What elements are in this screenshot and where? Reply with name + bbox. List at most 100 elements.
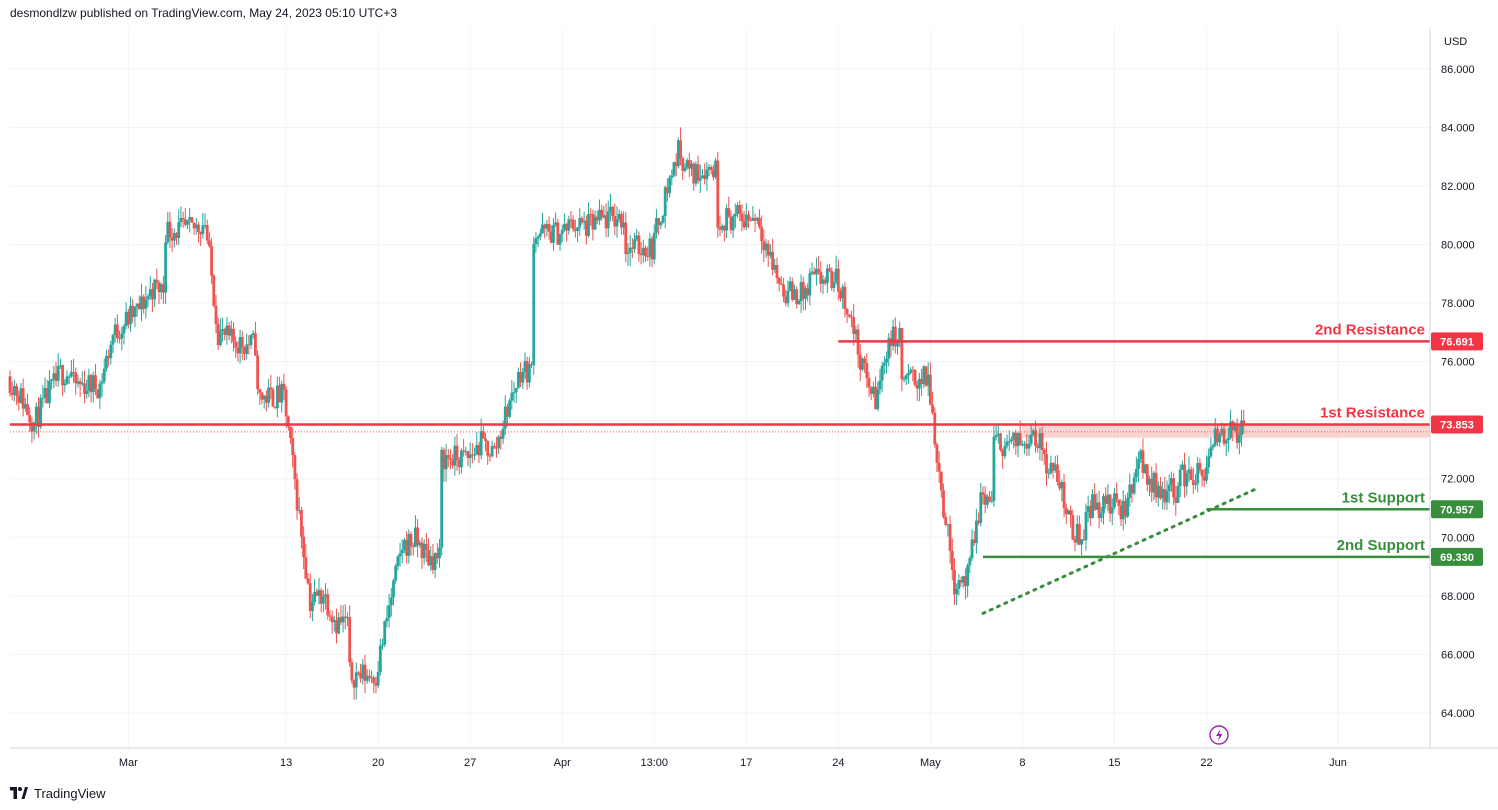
candle-body bbox=[519, 371, 522, 383]
candle-body bbox=[416, 527, 419, 546]
candle-body bbox=[968, 558, 972, 566]
candle-body bbox=[1031, 430, 1035, 435]
candle-body bbox=[907, 373, 910, 376]
candle-body bbox=[118, 337, 121, 339]
candle-body bbox=[714, 160, 718, 178]
candle-body bbox=[742, 221, 746, 228]
candle-body bbox=[378, 645, 382, 672]
time-axis[interactable]: Mar 13 20 27 Apr 13:00 17 24 May 8 15 22 Jun bbox=[119, 757, 1347, 769]
candle-body bbox=[383, 621, 387, 645]
candle-body bbox=[852, 317, 856, 335]
candle-body bbox=[964, 576, 967, 587]
candle-body bbox=[361, 664, 365, 679]
candle-body bbox=[45, 388, 49, 404]
candle-body bbox=[481, 431, 485, 439]
price-tick-label: 84.000 bbox=[1441, 123, 1475, 135]
candle-body bbox=[251, 333, 255, 335]
candle-body bbox=[1003, 445, 1007, 457]
candle-body bbox=[1242, 420, 1246, 424]
candle-body bbox=[155, 279, 159, 283]
candle-body bbox=[28, 415, 32, 423]
candle-body bbox=[690, 163, 693, 169]
time-tick-label: 17 bbox=[740, 757, 752, 769]
candle-body bbox=[424, 543, 428, 551]
candle-body bbox=[37, 406, 40, 428]
candle-body bbox=[78, 381, 82, 385]
candle-body bbox=[944, 516, 948, 525]
candle-body bbox=[449, 458, 452, 460]
candle-body bbox=[538, 233, 542, 237]
candle-body bbox=[350, 662, 354, 681]
candle-body bbox=[758, 217, 761, 227]
candle-body bbox=[313, 591, 316, 603]
candle-body bbox=[1099, 513, 1103, 519]
candle-body bbox=[766, 243, 770, 256]
candle-body bbox=[996, 433, 1000, 435]
candle-body bbox=[657, 218, 661, 226]
candle-body bbox=[50, 379, 54, 381]
candle-body bbox=[260, 392, 264, 400]
candle-body bbox=[400, 549, 404, 554]
candle-body bbox=[175, 233, 178, 238]
candle-body bbox=[1240, 420, 1243, 436]
candle-body bbox=[332, 620, 336, 623]
candle-body bbox=[582, 220, 586, 223]
candle-body bbox=[466, 451, 470, 459]
candle-body bbox=[324, 594, 327, 597]
candle-body bbox=[282, 383, 286, 390]
candle-body bbox=[942, 490, 945, 517]
plot-area[interactable] bbox=[10, 28, 1430, 748]
lightning-icon[interactable] bbox=[1209, 725, 1229, 745]
candle-body bbox=[1049, 462, 1053, 474]
candle-body bbox=[793, 289, 796, 300]
candle-body bbox=[1119, 505, 1123, 520]
candle-body bbox=[1064, 507, 1068, 515]
candle-body bbox=[1056, 464, 1059, 482]
candle-body bbox=[843, 286, 847, 309]
price-tag bbox=[1431, 415, 1483, 434]
candle-body bbox=[87, 375, 91, 391]
candle-body bbox=[821, 279, 825, 284]
candle-body bbox=[159, 284, 163, 293]
candle-body bbox=[1115, 493, 1119, 500]
candle-body bbox=[698, 177, 702, 181]
candle-body bbox=[486, 441, 490, 456]
candle-body bbox=[1198, 463, 1202, 470]
candle-body bbox=[23, 404, 27, 409]
price-axis[interactable]: 86.00084.00082.00080.00078.00076.00074.0… bbox=[1441, 64, 1475, 720]
candle-body bbox=[983, 494, 987, 505]
candle-body bbox=[648, 238, 652, 257]
candle-body bbox=[102, 368, 106, 382]
candle-body bbox=[617, 213, 621, 220]
candle-body bbox=[532, 244, 536, 366]
candle-body bbox=[105, 356, 108, 369]
candle-body bbox=[1150, 478, 1154, 493]
candle-body bbox=[359, 673, 363, 679]
candle-body bbox=[67, 376, 71, 378]
candle-body bbox=[687, 160, 691, 169]
candle-body bbox=[878, 380, 882, 390]
candle-body bbox=[670, 175, 674, 178]
candle-body bbox=[343, 616, 347, 618]
candle-body bbox=[335, 620, 338, 634]
candle-body bbox=[918, 378, 921, 389]
candle-body bbox=[151, 289, 154, 300]
candle-body bbox=[1229, 421, 1232, 438]
candle-body bbox=[405, 539, 409, 556]
time-tick-label: 8 bbox=[1019, 757, 1025, 769]
candle-body bbox=[1058, 481, 1062, 489]
candle-body bbox=[536, 236, 540, 239]
candle-body bbox=[580, 218, 584, 223]
candle-body bbox=[865, 363, 869, 379]
candle-body bbox=[440, 449, 444, 548]
candle-body bbox=[595, 216, 599, 221]
candle-body bbox=[495, 447, 498, 449]
candle-body bbox=[885, 358, 888, 363]
candle-body bbox=[21, 388, 25, 409]
candle-body bbox=[407, 533, 411, 556]
candle-body bbox=[871, 386, 875, 394]
candle-body bbox=[685, 160, 689, 168]
candle-body bbox=[1187, 469, 1191, 474]
candle-body bbox=[928, 374, 932, 405]
